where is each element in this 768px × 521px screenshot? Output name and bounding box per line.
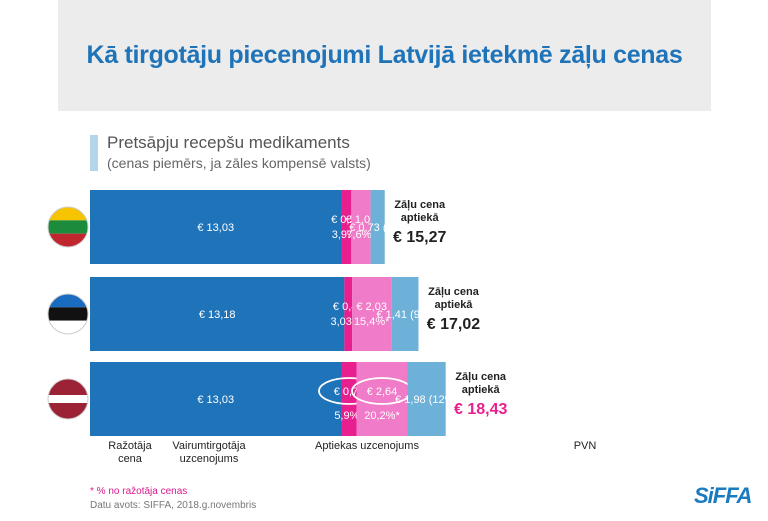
value-label: € 13,18 [199,309,236,321]
subtitle-marker [90,135,98,171]
percent-label: 15,4%* [354,316,390,328]
chart-title: Kā tirgotāju piecenojumi Latvijā ietekmē… [86,41,683,69]
bar-vat-latvia [407,362,446,436]
latvia-flag-icon [48,379,88,419]
total-caption: Zāļu cena [394,199,446,211]
total-value: € 18,43 [454,401,507,418]
percent-label: 20,2%* [364,410,400,422]
percent-label: 7,6%* [346,229,376,241]
value-label: € 1,00 [346,214,377,226]
bar-manufacturer-estonia [90,277,345,351]
value-label: € 13,03 [197,222,234,234]
siffa-logo: SiFFA [694,483,752,508]
total-value: € 17,02 [427,316,480,333]
total-caption: aptiekā [435,299,474,311]
estonia-flag-icon [48,294,88,334]
bar-manufacturer-latvia [90,362,342,436]
chart-subtitle-note: (cenas piemērs, ja zāles kompensē valsts… [107,155,371,171]
total-value: € 15,27 [393,229,446,246]
bar-pharmacy-lithuania [351,190,371,264]
total-caption: aptiekā [462,384,501,396]
bar-wholesale-lithuania [341,190,352,264]
bar-wholesale-estonia [344,277,353,351]
bar-wholesale-latvia [341,362,357,436]
bar-pharmacy-latvia [356,362,408,436]
title-band: Kā tirgotāju piecenojumi Latvijā ietekmē… [58,0,711,111]
chart-subtitle: Pretsāpju recepšu medikaments [107,133,350,152]
bar-vat-lithuania [370,190,385,264]
segment-label-manufacturer: Ražotāja cena [108,440,152,465]
total-caption: Zāļu cena [428,286,480,298]
lithuania-flag-icon [48,207,88,247]
data-source: Datu avots: SIFFA, 2018.g.novembris [90,500,257,511]
total-caption: aptiekā [401,212,440,224]
bar-manufacturer-lithuania [90,190,342,264]
segment-label-wholesale: Vairumtirgotāja uzcenojums [172,440,246,465]
bar-pharmacy-estonia [352,277,392,351]
value-label: € 1,98 (12%) [395,394,458,406]
segment-label-pharmacy: Aptiekas uzcenojums [315,440,419,452]
segment-label-vat: PVN [573,440,597,452]
value-label: € 13,03 [197,394,234,406]
value-label: € 2,64 [367,386,398,398]
footnote: * % no ražotāja cenas [90,486,188,497]
value-label: € 1,41 (9%) [376,309,433,321]
value-label: € 2,03 [356,301,387,313]
bar-vat-estonia [391,277,419,351]
total-caption: Zāļu cena [455,371,507,383]
value-label: € 0,73 (5%) [349,222,406,234]
